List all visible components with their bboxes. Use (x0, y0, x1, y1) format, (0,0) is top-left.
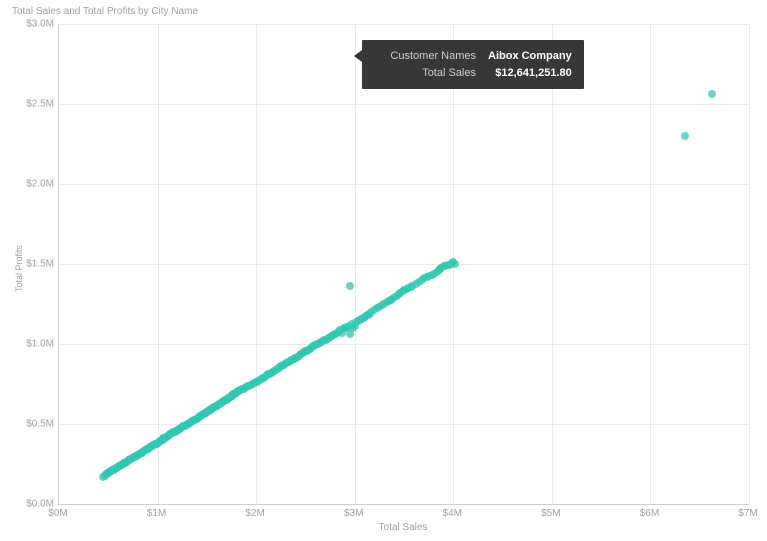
x-axis-label: Total Sales (58, 522, 748, 533)
y-tick-label: $2.5M (6, 99, 54, 110)
x-tick-label: $7M (738, 508, 757, 519)
gridline-h (59, 264, 749, 265)
x-tick-label: $0M (48, 508, 67, 519)
gridline-v (749, 24, 750, 504)
x-tick-label: $4M (443, 508, 462, 519)
gridline-h (59, 104, 749, 105)
gridline-v (355, 24, 356, 504)
tooltip-label-0: Customer Names (376, 48, 476, 65)
x-tick-label: $6M (640, 508, 659, 519)
y-tick-label: $1.5M (6, 259, 54, 270)
data-point[interactable] (346, 282, 354, 290)
y-tick-label: $1.0M (6, 339, 54, 350)
tooltip-tail-icon (354, 50, 362, 62)
y-tick-label: $0.0M (6, 499, 54, 510)
data-point[interactable] (681, 132, 689, 140)
y-tick-label: $3.0M (6, 19, 54, 30)
data-point[interactable] (448, 259, 456, 267)
gridline-v (256, 24, 257, 504)
scatter-plot[interactable] (58, 24, 749, 505)
gridline-h (59, 24, 749, 25)
gridline-h (59, 344, 749, 345)
gridline-h (59, 184, 749, 185)
gridline-v (552, 24, 553, 504)
x-tick-label: $3M (344, 508, 363, 519)
tooltip: Customer Names Aibox Company Total Sales… (362, 40, 584, 89)
data-point[interactable] (708, 90, 716, 98)
x-tick-label: $1M (147, 508, 166, 519)
tooltip-value-1: $12,641,251.80 (495, 65, 571, 82)
gridline-v (650, 24, 651, 504)
tooltip-value-0: Aibox Company (488, 48, 572, 65)
gridline-v (158, 24, 159, 504)
chart-title: Total Sales and Total Profits by City Na… (12, 6, 198, 17)
gridline-h (59, 424, 749, 425)
y-tick-label: $2.0M (6, 179, 54, 190)
x-tick-label: $5M (541, 508, 560, 519)
y-tick-label: $0.5M (6, 419, 54, 430)
tooltip-label-1: Total Sales (376, 65, 476, 82)
x-tick-label: $2M (245, 508, 264, 519)
